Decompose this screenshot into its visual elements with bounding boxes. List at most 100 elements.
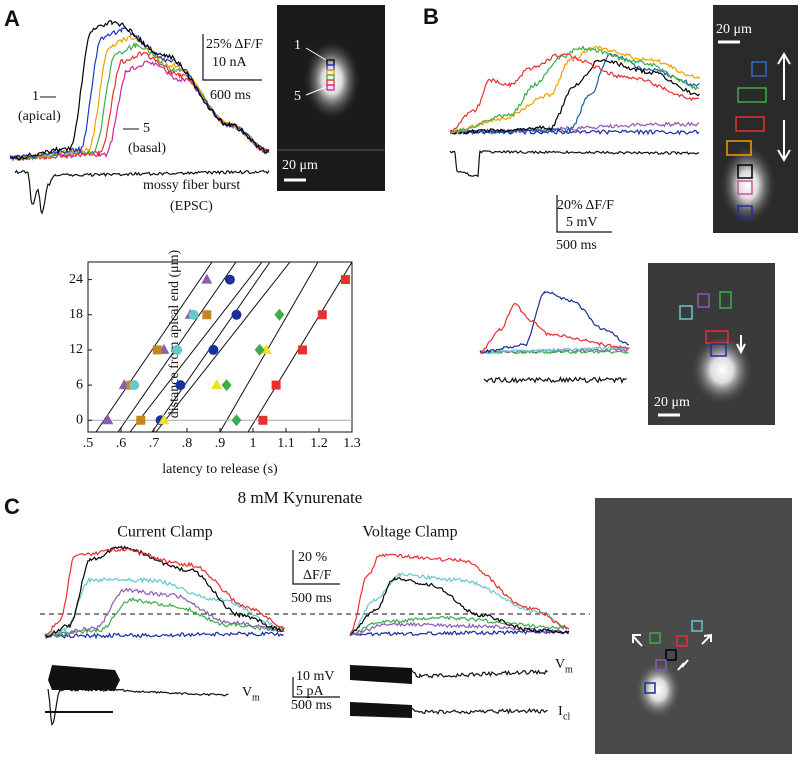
trace-label-sub: m [252, 692, 260, 703]
scale-bar [556, 195, 612, 233]
arrows [777, 52, 791, 162]
roi-boxes [679, 291, 732, 357]
traces [9, 19, 700, 727]
trace [14, 169, 270, 215]
trace [44, 545, 285, 638]
trace [449, 44, 699, 134]
image-label: 1 [294, 38, 301, 53]
trace-label: (apical) [18, 109, 61, 124]
scatter-chart: distance from apical end (μm) latency to… [69, 249, 361, 477]
data-point [274, 308, 285, 321]
trace-label-sub: m [565, 664, 573, 675]
trace-label: I [558, 704, 563, 719]
roi-boxes [326, 59, 335, 91]
x-tick-label: .9 [215, 436, 226, 451]
trace [449, 53, 700, 132]
condition-label: Voltage Clamp [362, 524, 457, 541]
trace [44, 596, 285, 638]
data-point [152, 345, 162, 355]
cell-glow [634, 660, 682, 720]
scale-label: 5 pA [296, 684, 325, 699]
data-point [271, 380, 281, 390]
x-tick-label: 1 [250, 436, 257, 451]
scale-label: 20 % [298, 550, 328, 565]
trace [349, 707, 548, 715]
trace [449, 52, 700, 135]
data-point [260, 343, 272, 354]
x-tick-label: .7 [149, 436, 160, 451]
plot-frame [87, 261, 353, 433]
scale-label: 500 ms [291, 698, 332, 713]
data-point [175, 380, 186, 391]
x-tick-label: 1.1 [277, 436, 295, 451]
scale-label: ΔF/F [303, 568, 332, 583]
y-tick-label: 6 [76, 377, 83, 392]
burst-fill [350, 665, 412, 684]
scale-label: 500 ms [556, 238, 597, 253]
data-point [258, 415, 268, 425]
burst-fill [48, 665, 120, 690]
data-point [136, 415, 146, 425]
arrow [736, 335, 746, 355]
data-point [317, 310, 327, 320]
image-scale-label: 20 μm [654, 395, 690, 410]
scale-label: 600 ms [210, 88, 251, 103]
scale-label: 10 nA [212, 55, 248, 70]
panel-letter: C [4, 494, 20, 519]
trace-label: V [242, 685, 252, 700]
trace [349, 621, 570, 636]
image-scale-label: 20 μm [282, 158, 318, 173]
trace [47, 688, 229, 727]
data-point [202, 310, 212, 320]
fit-lines [95, 262, 352, 432]
trace [349, 576, 570, 636]
scale-label: 20% ΔF/F [557, 198, 614, 213]
data-point [208, 344, 219, 355]
trace-label: (basal) [128, 141, 166, 156]
trace [349, 615, 570, 636]
data-point [231, 414, 242, 427]
cell-glow [690, 334, 754, 406]
image-scale-label: 20 μm [716, 22, 752, 37]
trace [483, 376, 627, 384]
burst-fill [350, 702, 412, 718]
data-point [221, 379, 232, 392]
trace [449, 59, 700, 135]
trace-label: (EPSC) [170, 199, 213, 214]
trace [9, 19, 270, 161]
roi-boxes [726, 61, 767, 220]
trace [9, 27, 270, 160]
scale-label: 500 ms [291, 591, 332, 606]
data-point [188, 309, 199, 320]
trace-label: mossy fiber burst [143, 178, 240, 193]
scale-label: 5 mV [566, 215, 598, 230]
data-point [224, 274, 235, 285]
trace [479, 290, 630, 354]
trace [44, 587, 285, 639]
trace [349, 668, 548, 679]
data-point [172, 344, 183, 355]
trace [44, 547, 285, 635]
y-tick-label: 0 [76, 412, 83, 427]
y-tick-label: 12 [69, 342, 83, 357]
x-tick-label: 1.2 [310, 436, 328, 451]
scale-label: 10 mV [296, 669, 335, 684]
pointer [305, 47, 327, 61]
trace-label: 5 [143, 121, 150, 136]
trace [479, 349, 629, 355]
trace-label-sub: cl [563, 711, 570, 722]
micrograph [595, 498, 792, 754]
cell-glow [720, 145, 776, 225]
data-point [158, 414, 170, 425]
condition-label: Current Clamp [117, 524, 213, 541]
data-point [201, 273, 213, 284]
roi-boxes [644, 620, 703, 694]
data-point [211, 379, 223, 390]
panel-letter: A [4, 6, 20, 31]
trace [449, 45, 700, 135]
scale-bar [202, 34, 262, 81]
trace [449, 149, 699, 178]
scale-label: 25% ΔF/F [206, 37, 263, 52]
pointer [305, 86, 327, 96]
